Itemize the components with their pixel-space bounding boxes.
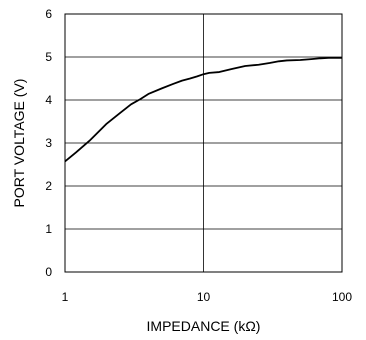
x-tick-label: 1 <box>62 290 69 304</box>
series-line <box>64 56 342 163</box>
x-axis-title: IMPEDANCE (kΩ) <box>147 318 261 334</box>
x-tick-label: 10 <box>197 290 211 304</box>
y-tick-label: 5 <box>45 50 52 64</box>
grid <box>65 14 342 272</box>
y-tick-label: 0 <box>45 265 52 279</box>
series <box>64 56 342 163</box>
y-tick-label: 6 <box>45 7 52 21</box>
y-tick-label: 1 <box>45 222 52 236</box>
y-tick-label: 2 <box>45 179 52 193</box>
plot-area-frame <box>64 13 343 273</box>
x-tick-label: 100 <box>332 290 352 304</box>
y-tick-label: 3 <box>45 136 52 150</box>
y-tick-label: 4 <box>45 93 52 107</box>
y-axis-title: PORT VOLTAGE (V) <box>11 79 27 208</box>
